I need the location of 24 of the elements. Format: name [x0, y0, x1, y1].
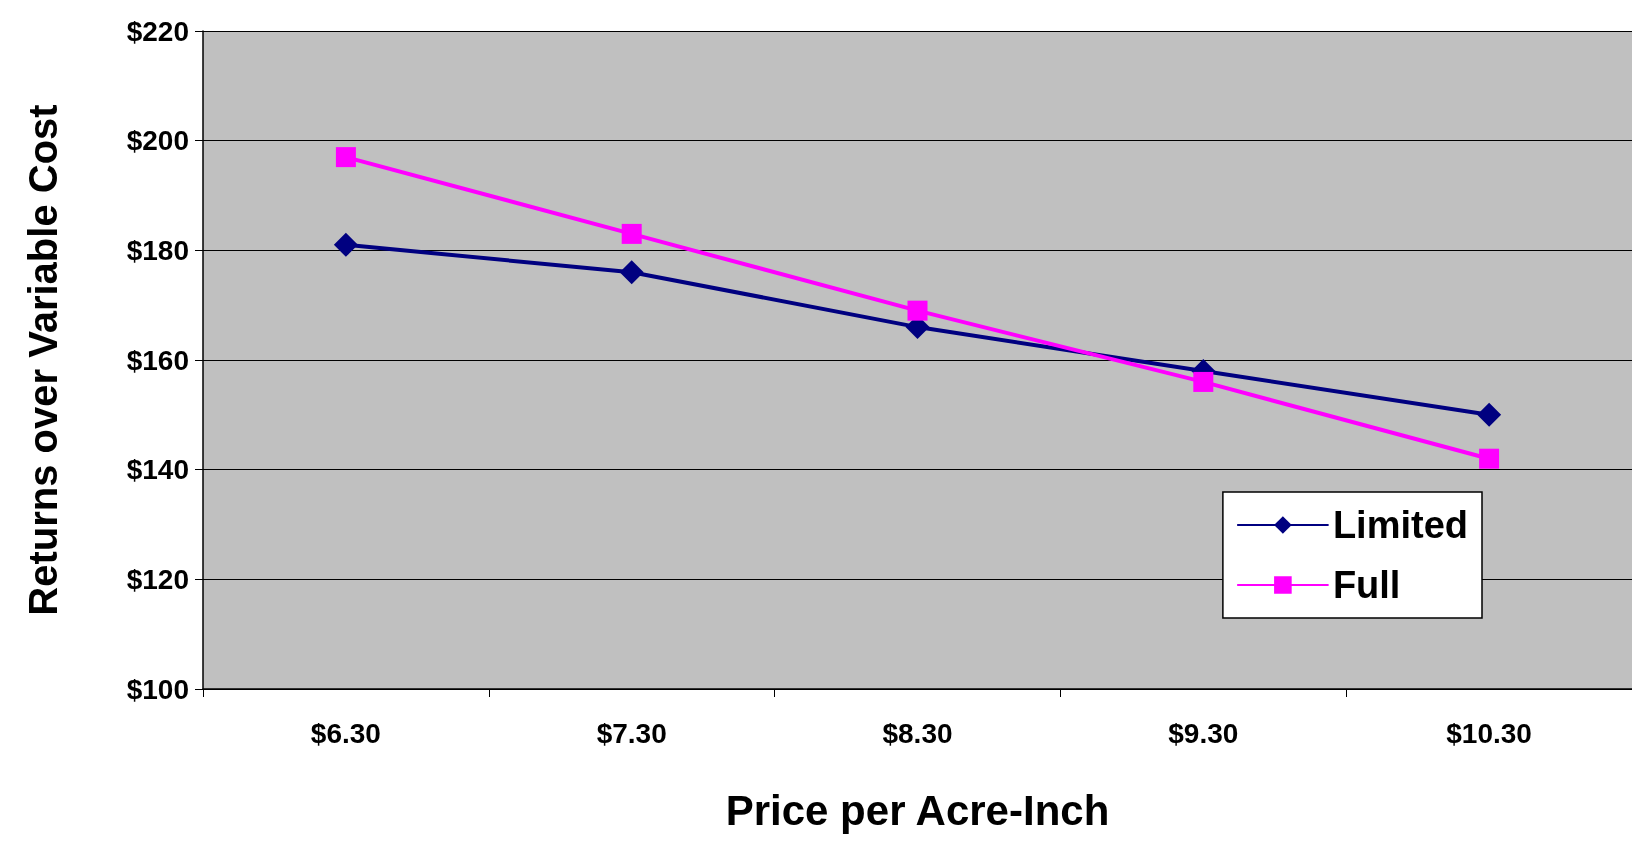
point [907, 300, 928, 321]
x-tick-label: $8.30 [882, 717, 953, 749]
x-axis-title: Price per Acre-Inch [725, 786, 1110, 834]
x-tick-label: $6.30 [310, 717, 381, 749]
point [333, 232, 358, 257]
point [621, 223, 642, 244]
y-tick-label: $140 [126, 454, 189, 486]
y-tick-label: $120 [126, 563, 189, 595]
y-tick-label: $180 [126, 234, 189, 266]
x-tick-label: $7.30 [596, 717, 667, 749]
legend-label: Limited [1332, 504, 1469, 546]
x-tick-label: $9.30 [1168, 717, 1239, 749]
point [619, 260, 644, 285]
x-tick-label: $10.30 [1446, 717, 1532, 749]
y-axis-title: Returns over Variable Cost [21, 104, 65, 616]
point [335, 147, 356, 168]
point [1477, 402, 1502, 427]
legend-label: Full [1332, 564, 1401, 606]
point [1193, 371, 1214, 392]
y-tick-label: $200 [126, 125, 189, 157]
y-tick-label: $160 [126, 344, 189, 376]
y-tick-label: $220 [126, 15, 189, 47]
point [1479, 448, 1500, 469]
y-tick-label: $100 [126, 673, 189, 705]
